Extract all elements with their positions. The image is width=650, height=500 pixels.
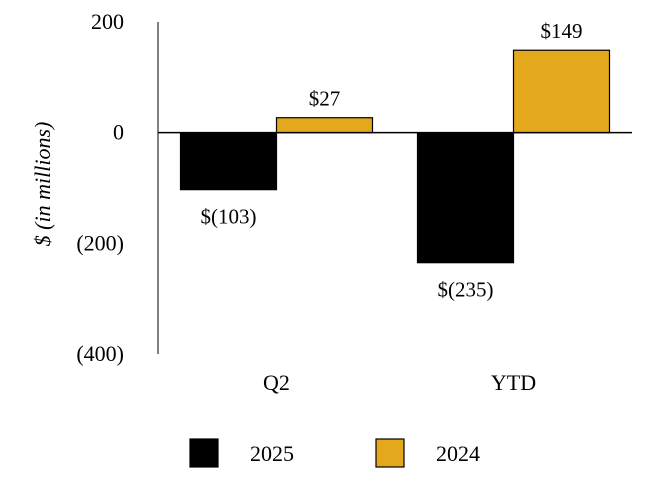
legend-swatch-2024 bbox=[375, 438, 405, 468]
data-label: $(103) bbox=[201, 205, 257, 229]
legend-label: 2024 bbox=[436, 441, 480, 466]
legend: 2025 2024 bbox=[189, 438, 480, 468]
data-label: $149 bbox=[541, 19, 583, 43]
bar-2024-ytd bbox=[512, 49, 611, 134]
y-axis-title: $ (in millions) bbox=[30, 122, 55, 247]
bar-2025-ytd bbox=[416, 132, 515, 264]
x-category-label: Q2 bbox=[263, 370, 290, 395]
bar-2024-q2 bbox=[275, 117, 374, 134]
y-tick-label: 200 bbox=[91, 9, 124, 34]
y-tick-label: 0 bbox=[113, 120, 124, 145]
x-category-label: YTD bbox=[491, 370, 536, 395]
y-tick-label: (200) bbox=[76, 230, 124, 255]
bar-2025-q2 bbox=[179, 132, 278, 191]
data-label: $(235) bbox=[438, 278, 494, 302]
data-label: $27 bbox=[309, 87, 341, 111]
y-tick-label: (400) bbox=[76, 341, 124, 366]
legend-swatch-2025 bbox=[189, 438, 219, 468]
legend-label: 2025 bbox=[250, 441, 294, 466]
